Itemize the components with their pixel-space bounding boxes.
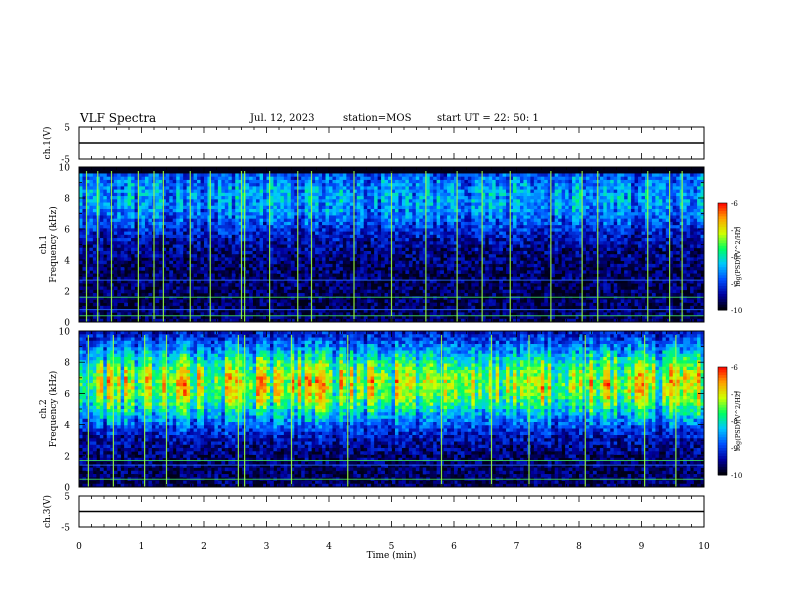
x-tick-label: 2 (201, 542, 207, 552)
ch1_spectrogram-ytick-label: 4 (64, 257, 70, 267)
ch1_voltage-ytick-label: -5 (61, 156, 70, 166)
x-tick-label: 6 (451, 542, 457, 552)
ch1_spectrogram-colorbar-tick: -10 (731, 307, 742, 315)
ch2_spectrogram-colorbar-tick: -6 (731, 364, 738, 372)
ch1_spectrogram-colorbar-tick: -6 (731, 200, 738, 208)
ch3_voltage-ytick-label: 5 (64, 493, 70, 503)
ch1_spectrogram-colorbar-label: log(PSD)(V^2/Hz) (734, 226, 742, 286)
ch2_spectrogram-ytick-label: 10 (59, 328, 71, 338)
ch1_spectrogram-colorbar-tick: -8 (731, 254, 738, 262)
date-label: Jul. 12, 2023 (250, 113, 315, 124)
ch1_spectrogram-colorbar-tick: -7 (731, 227, 738, 235)
x-tick-label: 3 (264, 542, 270, 552)
ch1_spectrogram-ytick-label: 10 (59, 164, 71, 174)
ch1_spectrogram-colorbar (717, 202, 728, 311)
ch1_spectrogram-cells (79, 173, 705, 323)
x-tick-label: 8 (576, 542, 582, 552)
x-tick-label: 7 (514, 542, 520, 552)
x-tick-label: 9 (639, 542, 645, 552)
x-tick-label: 4 (326, 542, 332, 552)
ch2_spectrogram-ylabel-channel: ch.2 (39, 399, 49, 418)
ch1_spectrogram-ylabel: Frequency (kHz) (48, 206, 59, 283)
x-axis-label: Time (min) (367, 550, 417, 561)
ch2_spectrogram-ytick-label: 8 (64, 359, 70, 369)
ch2_spectrogram-ytick-label: 6 (64, 390, 70, 400)
ch2_spectrogram-ylabel: Frequency (kHz) (48, 371, 59, 448)
ch1_spectrogram-ytick-label: 2 (64, 288, 70, 298)
ch1_spectrogram-colorbar-tick: -9 (731, 280, 738, 288)
ch3_voltage-ytick-label: -5 (61, 524, 70, 534)
ch1_spectrogram-ytick-label: 0 (64, 319, 70, 329)
ch1_spectrogram-ytick-label: 6 (64, 226, 70, 236)
ch2_spectrogram-ytick-label: 0 (64, 484, 70, 494)
ch2_spectrogram-ytick-label: 2 (64, 452, 70, 462)
ch1_voltage-ytick-label: 5 (64, 124, 70, 134)
ch3_voltage-ylabel: ch.3(V) (42, 495, 53, 528)
ch1_spectrogram-ytick-label: 8 (64, 195, 70, 205)
ch2_spectrogram-colorbar-label: log(PSD)(V^2/Hz) (734, 391, 742, 451)
x-tick-label: 0 (76, 542, 82, 552)
start-time-label: start UT = 22: 50: 1 (437, 113, 539, 124)
x-tick-label: 10 (698, 542, 710, 552)
ch2_spectrogram-ytick-label: 4 (64, 421, 70, 431)
ch2_spectrogram-colorbar-tick: -9 (731, 445, 738, 453)
ch2_spectrogram-colorbar-tick: -10 (731, 472, 742, 480)
x-tick-label: 1 (139, 542, 145, 552)
ch1_voltage-ylabel: ch.1(V) (42, 127, 53, 160)
ch2_spectrogram-cells (79, 331, 705, 488)
ch1_spectrogram-ylabel-channel: ch.1 (39, 235, 49, 254)
figure-title: VLF Spectra (80, 111, 157, 125)
x-tick-label: 5 (389, 542, 395, 552)
ch2_spectrogram-colorbar-tick: -8 (731, 418, 738, 426)
station-label: station=MOS (343, 113, 412, 124)
ch2_spectrogram-colorbar (717, 366, 728, 476)
ch2_spectrogram-colorbar-tick: -7 (731, 391, 738, 399)
